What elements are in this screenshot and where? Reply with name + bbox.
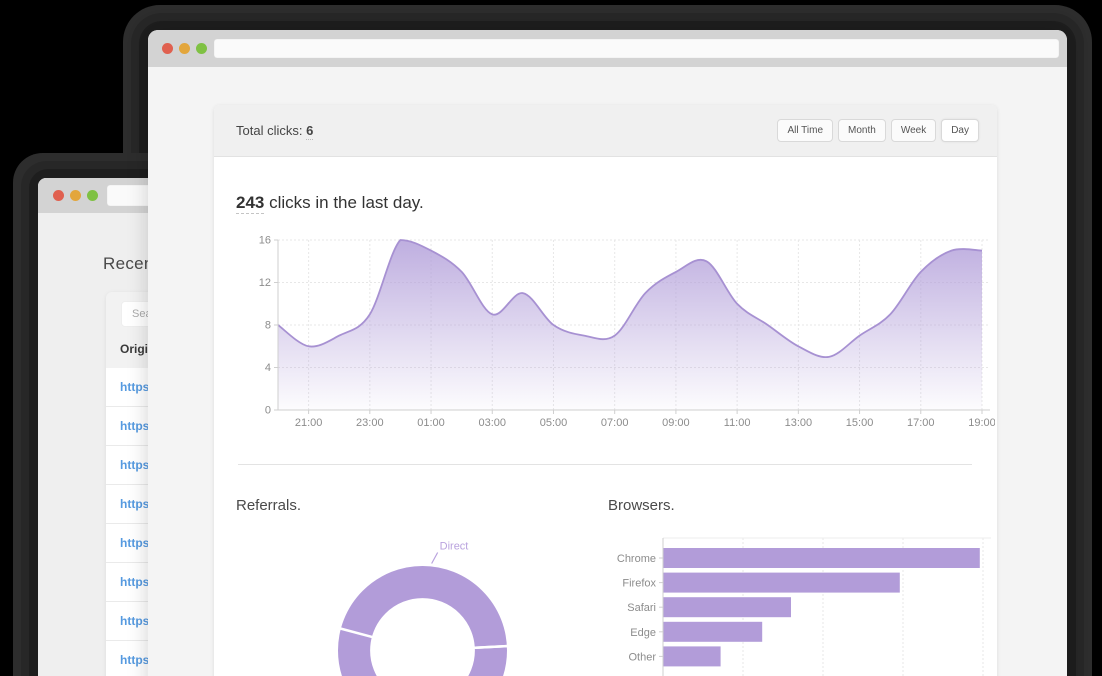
browsers-title: Browsers.	[608, 497, 675, 514]
browsers-bar-chart: Chrome Firefox Safari Edge Other	[617, 537, 991, 676]
back-window-controls	[53, 190, 98, 201]
svg-text:8: 8	[265, 320, 271, 332]
filter-button-month[interactable]: Month	[838, 119, 886, 142]
recent-links-heading: Recen	[103, 254, 154, 273]
svg-text:17:00: 17:00	[907, 417, 935, 429]
svg-text:19:00: 19:00	[968, 417, 995, 429]
svg-text:09:00: 09:00	[662, 417, 690, 429]
svg-text:05:00: 05:00	[540, 417, 568, 429]
original-url-link[interactable]: https:	[120, 458, 154, 472]
svg-text:16: 16	[259, 235, 271, 247]
total-clicks-value: 6	[306, 123, 314, 140]
minimize-button[interactable]	[70, 190, 81, 201]
zoom-button[interactable]	[196, 43, 207, 54]
time-filter-group: All Time Month Week Day	[777, 119, 979, 142]
svg-text:Other: Other	[628, 651, 656, 663]
original-url-link[interactable]: https:	[120, 380, 154, 394]
card-header: Total clicks: 6 All Time Month Week Day	[214, 105, 997, 157]
filter-button-week[interactable]: Week	[890, 119, 937, 142]
filter-button-day[interactable]: Day	[941, 119, 979, 142]
svg-text:01:00: 01:00	[417, 417, 445, 429]
zoom-button[interactable]	[87, 190, 98, 201]
clicks-headline-text: clicks in the last day.	[264, 193, 424, 212]
original-url-link[interactable]: https:	[120, 497, 154, 511]
svg-text:Edge: Edge	[630, 627, 656, 639]
svg-text:03:00: 03:00	[478, 417, 506, 429]
svg-text:15:00: 15:00	[846, 417, 874, 429]
clicks-headline: 243 clicks in the last day.	[236, 193, 424, 214]
svg-text:12: 12	[259, 277, 271, 289]
close-button[interactable]	[162, 43, 173, 54]
analytics-card: Total clicks: 6 All Time Month Week Day 243…	[214, 105, 997, 676]
clicks-count: 243	[236, 193, 265, 214]
close-button[interactable]	[53, 190, 64, 201]
front-url-bar[interactable]	[214, 39, 1059, 58]
minimize-button[interactable]	[179, 43, 190, 54]
original-url-link[interactable]: https:	[120, 575, 154, 589]
svg-text:Direct: Direct	[440, 541, 469, 552]
svg-text:4: 4	[265, 362, 271, 374]
filter-button-all-time[interactable]: All Time	[777, 119, 834, 142]
front-window-controls	[162, 43, 207, 54]
original-url-link[interactable]: https:	[120, 536, 154, 550]
svg-text:Safari: Safari	[627, 602, 656, 614]
front-window-titlebar	[148, 30, 1067, 67]
svg-text:Chrome: Chrome	[617, 553, 656, 565]
svg-text:0: 0	[265, 405, 271, 417]
section-divider	[238, 464, 972, 465]
svg-text:21:00: 21:00	[295, 417, 323, 429]
svg-text:07:00: 07:00	[601, 417, 629, 429]
total-clicks-label: Total clicks: 6	[236, 123, 314, 140]
svg-text:11:00: 11:00	[724, 417, 751, 429]
svg-text:Firefox: Firefox	[622, 578, 656, 590]
svg-text:13:00: 13:00	[785, 417, 813, 429]
table-header-original-url: Origin	[120, 342, 156, 356]
original-url-link[interactable]: https:	[120, 419, 154, 433]
front-browser-window: Total clicks: 6 All Time Month Week Day 243…	[148, 30, 1067, 676]
referrals-title: Referrals.	[236, 497, 302, 514]
original-url-link[interactable]: https:	[120, 614, 154, 628]
svg-text:23:00: 23:00	[356, 417, 384, 429]
clicks-area-chart: 0 4 8 12 16 21:00 23:00 01:00 03:00 05:00 07:00 09:…	[259, 235, 995, 430]
referrals-donut-chart: Direct	[338, 541, 509, 676]
original-url-link[interactable]: https:	[120, 653, 154, 667]
total-clicks-text: Total clicks:	[236, 123, 303, 138]
